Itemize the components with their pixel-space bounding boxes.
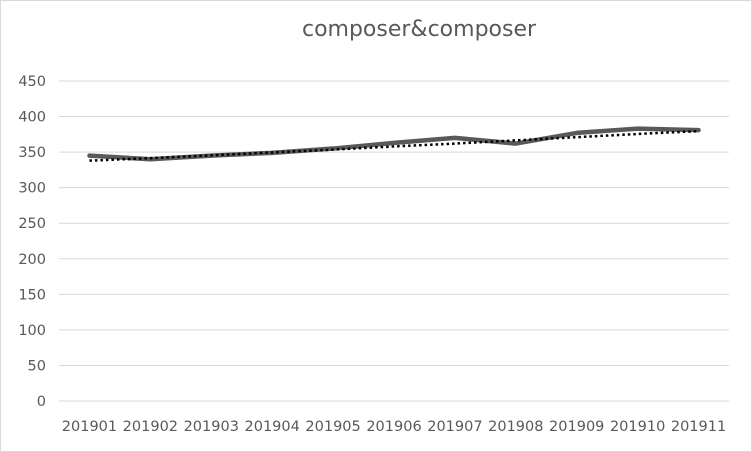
y-tick-label: 100 — [18, 323, 46, 339]
y-tick-label: 300 — [18, 181, 46, 197]
x-tick-label: 201908 — [488, 419, 543, 435]
x-tick-label: 201911 — [671, 419, 726, 435]
x-tick-label: 201901 — [62, 419, 117, 435]
x-tick-label: 201907 — [427, 419, 482, 435]
y-tick-label: 250 — [18, 216, 46, 232]
x-tick-label: 201910 — [610, 419, 665, 435]
y-tick-label: 0 — [37, 394, 46, 410]
trendline — [89, 129, 699, 162]
y-tick-label: 50 — [28, 358, 46, 374]
series-line — [87, 126, 701, 162]
x-tick-label: 201909 — [549, 419, 604, 435]
chart-title: composer&composer — [301, 17, 537, 42]
x-tick-label: 201903 — [184, 419, 239, 435]
y-tick-label: 200 — [18, 252, 46, 268]
y-tick-label: 350 — [18, 145, 46, 161]
x-tick-label: 201902 — [123, 419, 178, 435]
x-tick-label: 201905 — [305, 419, 360, 435]
y-tick-label: 150 — [18, 287, 46, 303]
x-tick-label: 201906 — [366, 419, 421, 435]
x-tick-label: 201904 — [245, 419, 300, 435]
y-tick-label: 400 — [18, 110, 46, 126]
y-tick-label: 450 — [18, 74, 46, 90]
